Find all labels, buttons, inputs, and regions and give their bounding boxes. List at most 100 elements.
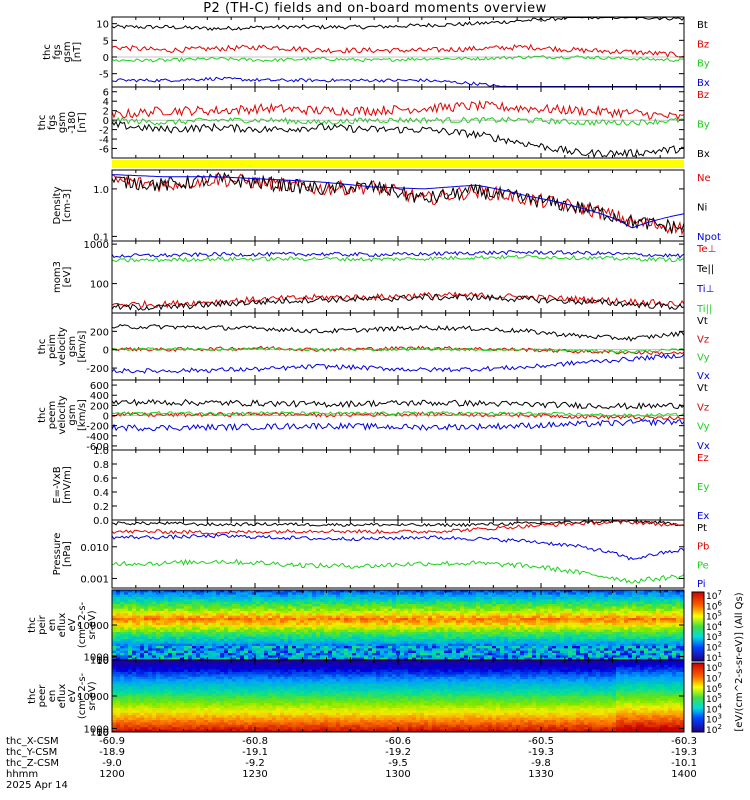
spectrogram-cell <box>344 613 349 617</box>
spectrogram-cell <box>232 622 237 626</box>
spectrogram-cell <box>356 625 361 628</box>
spectrogram-cell <box>252 608 257 612</box>
spectrogram-cell <box>208 643 213 647</box>
spectrogram-cell <box>144 590 149 593</box>
spectrogram-cell <box>652 590 657 593</box>
spectrogram-cell <box>164 625 169 628</box>
spectrogram-cell <box>404 646 409 649</box>
spectrogram-cell <box>436 641 441 645</box>
spectrogram-cell <box>112 646 117 649</box>
spectrogram-cell <box>516 601 521 605</box>
spectrogram-cell <box>380 611 385 614</box>
spectrogram-cell <box>160 601 165 605</box>
spectrogram-cell <box>528 657 533 661</box>
spectrogram-cell <box>580 641 585 645</box>
spectrogram-cell <box>148 606 153 610</box>
spectrogram-cell <box>436 634 441 638</box>
spectrogram-cell <box>608 601 613 605</box>
spectrogram-cell <box>608 613 613 617</box>
spectrogram-cell <box>156 592 161 596</box>
spectrogram-cell <box>500 599 505 603</box>
spectrogram-cell <box>140 604 145 607</box>
spectrogram-cell <box>672 620 677 624</box>
spectrogram-cell <box>468 657 473 661</box>
spectrogram-cell <box>616 597 621 600</box>
spectrogram-cell <box>588 641 593 645</box>
spectrogram-cell <box>116 620 121 624</box>
spectrogram-cell <box>332 648 337 652</box>
spectrogram-cell <box>348 655 353 659</box>
spectrogram-cell <box>672 611 677 614</box>
spectrogram-cell <box>204 620 209 624</box>
ylabel-text: peem <box>47 401 58 429</box>
spectrogram-cell <box>640 601 645 605</box>
spectrogram-cell <box>504 613 509 617</box>
spectrogram-cell <box>228 594 233 598</box>
spectrogram-cell <box>312 625 317 628</box>
spectrogram-cell <box>476 636 481 640</box>
spectrogram-cell <box>408 650 413 654</box>
spectrogram-cell <box>304 650 309 654</box>
spectrogram-cell <box>268 648 273 652</box>
spectrogram-cell <box>276 653 281 656</box>
spectrogram-cell <box>628 592 633 596</box>
spectrogram-cell <box>460 646 465 649</box>
spectrogram-cell <box>232 597 237 600</box>
spectrogram-cell <box>252 646 257 649</box>
spectrogram-cell <box>164 611 169 614</box>
series-Bz <box>111 43 685 58</box>
panel-8 <box>111 519 685 589</box>
spectrogram-cell <box>656 653 661 656</box>
spectrogram-cell <box>312 657 317 661</box>
spectrogram-cell <box>232 636 237 640</box>
spectrogram-cell <box>200 643 205 647</box>
spectrogram-cell <box>624 620 629 624</box>
spectrogram-cell <box>276 629 281 633</box>
spectrogram-cell <box>172 632 177 635</box>
spectrogram-cell <box>596 641 601 645</box>
spectrogram-cell <box>412 648 417 652</box>
ytick-label: 0.010 <box>80 543 109 554</box>
spectrogram-cell <box>480 629 485 633</box>
spectrogram-cell <box>228 611 233 614</box>
spectrogram-cell <box>212 618 217 621</box>
spectrogram-cell <box>616 594 621 598</box>
legend-Vt: Vt <box>697 383 708 394</box>
spectrogram-cell <box>356 639 361 642</box>
spectrogram-cell <box>560 622 565 626</box>
spectrogram-cell <box>120 653 125 656</box>
spectrogram-cell <box>664 632 669 635</box>
spectrogram-cell <box>464 648 469 652</box>
spectrogram-cell <box>412 592 417 596</box>
spectrogram-cell <box>156 650 161 654</box>
spectrogram-cell <box>348 594 353 598</box>
spectrogram-cell <box>376 650 381 654</box>
spectrogram-cell <box>428 622 433 626</box>
spectrogram-cell <box>600 657 605 661</box>
spectrogram-cell <box>404 601 409 605</box>
spectrogram-cell <box>464 643 469 647</box>
spectrogram-cell <box>576 606 581 610</box>
spectrogram-cell <box>568 646 573 649</box>
spectrogram-cell <box>636 639 641 642</box>
spectrogram-cell <box>500 620 505 624</box>
spectrogram-cell <box>256 636 261 640</box>
spectrogram-cell <box>256 657 261 661</box>
spectrogram-cell <box>680 592 685 596</box>
spectrogram-cell <box>240 655 245 659</box>
spectrogram-cell <box>192 655 197 659</box>
spectrogram-cell <box>156 599 161 603</box>
spectrogram-cell <box>176 618 181 621</box>
spectrogram-cell <box>188 592 193 596</box>
spectrogram-cell <box>256 641 261 645</box>
spectrogram-cell <box>528 611 533 614</box>
spectrogram-cell <box>480 634 485 638</box>
spectrogram-cell <box>136 606 141 610</box>
spectrogram-cell <box>312 618 317 621</box>
spectrogram-cell <box>548 611 553 614</box>
spectrogram-cell <box>424 599 429 603</box>
spectrogram-cell <box>536 641 541 645</box>
spectrogram-cell <box>636 643 641 647</box>
spectrogram-cell <box>568 608 573 612</box>
spectrogram-cell <box>524 613 529 617</box>
